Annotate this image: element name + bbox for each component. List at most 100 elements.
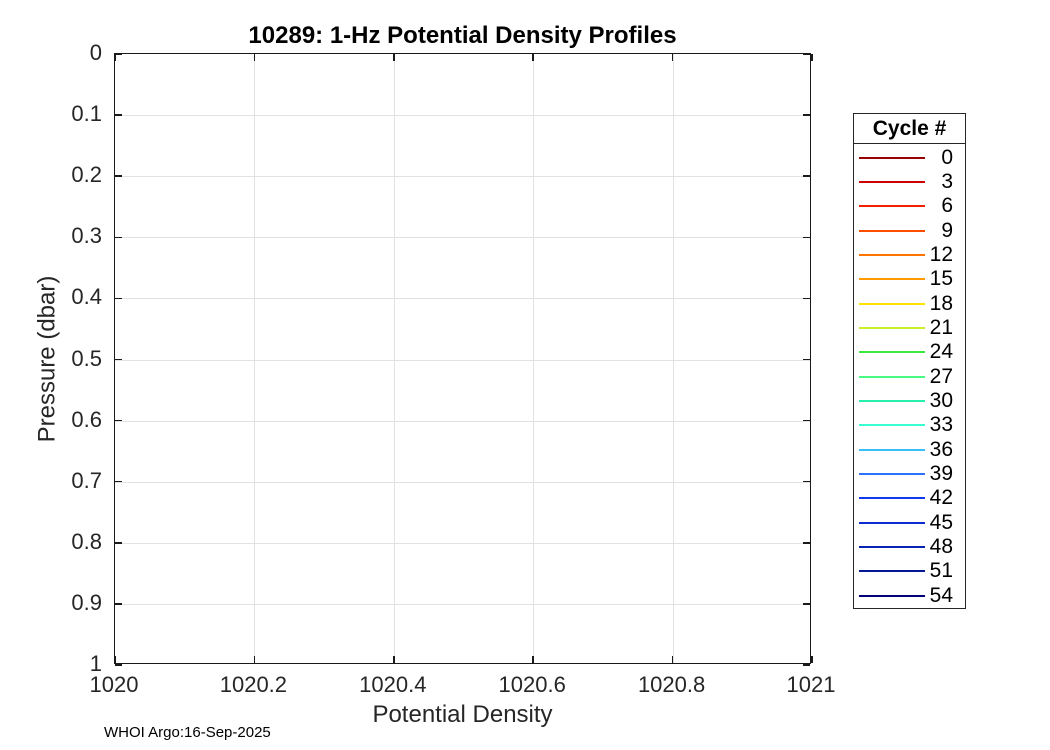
legend-line-swatch [859, 570, 925, 573]
legend-entry-label: 24 [929, 340, 953, 364]
y-tick-mark [803, 603, 810, 605]
legend-line-swatch [859, 545, 925, 548]
y-tick-mark [803, 358, 810, 361]
legend-entry: 21 [854, 316, 965, 340]
y-tick-mark [115, 236, 122, 239]
y-tick-mark [803, 297, 810, 300]
plot-area [114, 53, 813, 666]
y-gridline [115, 115, 810, 117]
x-tick-mark [532, 54, 534, 61]
x-tick-label: 1020.2 [219, 672, 288, 697]
legend-entry: 39 [854, 462, 965, 486]
legend-entry: 30 [854, 389, 965, 413]
x-tick-mark [671, 54, 674, 61]
x-tick-mark [811, 656, 813, 663]
y-tick-mark [115, 358, 122, 361]
legend-entry-label: 42 [929, 486, 953, 510]
x-tick-mark [114, 54, 116, 61]
legend-entry-label: 54 [929, 583, 953, 607]
y-tick-mark [803, 114, 810, 116]
legend-entries: 0 3 6 9 12 15 18 21 24 27 30 33 36 39 42 45 48 51 54 [854, 146, 965, 609]
x-gridline [672, 54, 674, 663]
x-gridline [254, 54, 256, 663]
legend-entry-label: 3 [941, 169, 953, 193]
legend-line-swatch [859, 253, 925, 256]
legend: Cycle # 0 3 6 9 12 15 18 21 24 27 30 33 36 39 42 45 48 51… [853, 113, 966, 609]
legend-line-swatch [859, 497, 925, 500]
legend-entry: 9 [854, 219, 965, 243]
y-gridline [115, 176, 810, 178]
legend-entry-label: 33 [929, 413, 953, 437]
y-tick-label: 0.3 [71, 223, 102, 249]
chart-title: 10289: 1-Hz Potential Density Profiles [248, 22, 677, 49]
x-axis-label: Potential Density [372, 701, 553, 728]
y-tick-label: 0.4 [71, 284, 102, 310]
legend-line-swatch [859, 448, 925, 451]
y-gridline [115, 298, 810, 300]
legend-entry-label: 15 [929, 267, 953, 291]
legend-entry: 3 [854, 170, 965, 194]
y-gridline [115, 542, 810, 544]
legend-entry: 0 [854, 146, 965, 170]
legend-line-swatch [859, 472, 925, 475]
y-tick-label: 0.7 [71, 467, 102, 493]
legend-entry: 15 [854, 267, 965, 291]
legend-entry: 36 [854, 438, 965, 462]
legend-line-swatch [859, 180, 925, 183]
x-tick-mark [532, 656, 534, 663]
x-tick-mark [114, 656, 116, 663]
legend-entry-label: 12 [929, 242, 953, 266]
y-tick-label: 0.8 [71, 528, 102, 554]
y-tick-mark [803, 480, 810, 483]
legend-entry-label: 21 [929, 315, 953, 339]
legend-entry: 12 [854, 243, 965, 267]
legend-line-swatch [859, 521, 925, 524]
y-gridline [115, 237, 810, 239]
x-tick-label: 1020.4 [359, 672, 427, 697]
x-tick-label: 1020.6 [498, 672, 566, 697]
y-gridline [115, 603, 810, 605]
y-tick-label: 0.9 [71, 589, 102, 615]
legend-entry: 51 [854, 559, 965, 583]
y-tick-mark [803, 175, 810, 177]
legend-entry-label: 36 [929, 437, 953, 461]
legend-entry: 54 [854, 584, 965, 608]
legend-line-swatch [859, 399, 925, 402]
y-tick-mark [115, 480, 122, 483]
legend-entry-label: 51 [929, 559, 953, 583]
legend-entry-label: 45 [929, 510, 953, 534]
x-gridline [393, 54, 395, 663]
y-gridline [115, 481, 810, 483]
legend-line-swatch [859, 278, 925, 281]
x-tick-label: 1020.8 [637, 672, 706, 697]
legend-entry: 33 [854, 413, 965, 437]
legend-title: Cycle # [854, 114, 965, 144]
legend-entry-label: 30 [929, 388, 953, 412]
y-tick-label: 0.6 [71, 406, 102, 432]
y-tick-label: 0.2 [71, 162, 102, 188]
y-tick-mark [115, 114, 122, 116]
legend-line-swatch [859, 375, 925, 378]
x-tick-label: 1020 [89, 672, 139, 697]
legend-line-swatch [859, 351, 925, 354]
y-tick-mark [803, 542, 810, 544]
y-tick-mark [115, 603, 122, 605]
y-tick-mark [115, 53, 122, 55]
x-gridline [533, 54, 535, 663]
x-tick-mark [671, 656, 674, 663]
legend-entry-label: 18 [929, 291, 953, 315]
y-tick-mark [115, 175, 122, 177]
legend-entry: 18 [854, 292, 965, 316]
legend-line-swatch [859, 302, 925, 305]
legend-line-swatch [859, 229, 925, 232]
y-tick-mark [115, 297, 122, 300]
legend-entry-label: 27 [929, 364, 953, 388]
legend-line-swatch [859, 156, 925, 159]
legend-line-swatch [859, 326, 925, 329]
x-tick-mark [811, 54, 813, 61]
legend-entry-label: 6 [941, 194, 953, 218]
y-tick-mark [803, 236, 810, 239]
y-tick-mark [803, 53, 810, 55]
y-tick-mark [803, 419, 810, 422]
